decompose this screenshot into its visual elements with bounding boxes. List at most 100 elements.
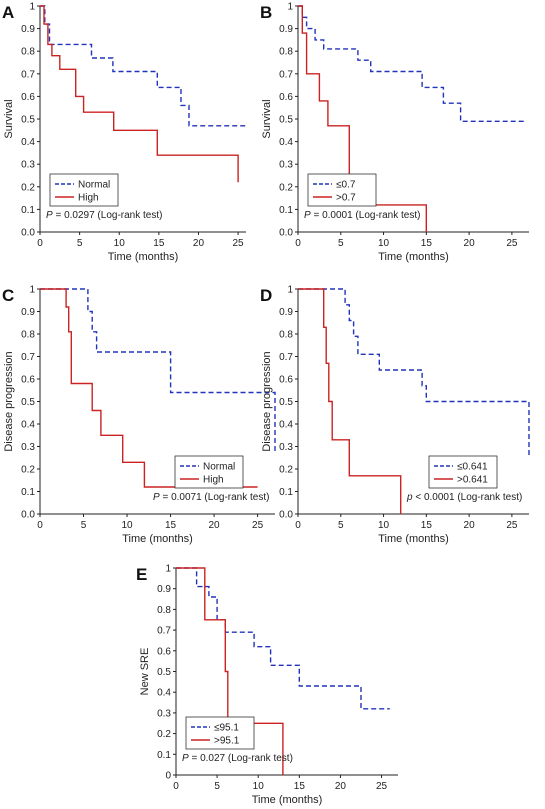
y-tick-label: 0.7 bbox=[21, 352, 35, 363]
y-axis-label: New SRE bbox=[139, 648, 151, 696]
y-tick-label: 0.7 bbox=[157, 626, 171, 637]
series-line-dashed bbox=[40, 288, 276, 454]
legend-label: >0.7 bbox=[336, 193, 356, 204]
x-tick-label: 0 bbox=[37, 238, 43, 249]
y-tick-label: 0.9 bbox=[21, 307, 35, 318]
legend-label: >95.1 bbox=[214, 736, 240, 747]
legend-label: Normal bbox=[203, 462, 235, 473]
x-tick-label: 5 bbox=[81, 520, 87, 531]
legend-label: ≤0.641 bbox=[457, 462, 488, 473]
panel-label: C bbox=[2, 286, 14, 305]
y-tick-label: 0.3 bbox=[21, 160, 35, 171]
p-value-text: P = 0.027 (Log-rank test) bbox=[182, 753, 293, 764]
y-tick-label: 0.5 bbox=[279, 397, 293, 408]
legend: Normal High bbox=[49, 173, 119, 207]
y-tick-label: 0.7 bbox=[279, 69, 293, 80]
p-value-result: = 0.0071 (Log-rank test) bbox=[160, 492, 270, 503]
y-tick-label: 0.8 bbox=[157, 605, 171, 616]
y-axis-label: Disease progression bbox=[261, 351, 273, 451]
y-tick-label: 0.1 bbox=[279, 205, 293, 216]
x-axis-label: Time (months) bbox=[378, 251, 449, 263]
y-tick-label: 1 bbox=[165, 564, 171, 575]
y-tick-label: 0.4 bbox=[279, 420, 293, 431]
y-tick-label: 0.3 bbox=[157, 708, 171, 719]
y-tick-label: 0.4 bbox=[21, 137, 35, 148]
y-tick-label: 0.5 bbox=[21, 397, 35, 408]
y-tick-label: 0.4 bbox=[157, 688, 171, 699]
x-tick-label: 15 bbox=[294, 781, 306, 792]
p-value-text: P = 0.0001 (Log-rank test) bbox=[304, 210, 420, 221]
y-tick-label: 0.7 bbox=[279, 352, 293, 363]
x-tick-label: 10 bbox=[121, 520, 133, 531]
y-tick-label: 0.2 bbox=[279, 465, 293, 476]
p-value-text: P = 0.0071 (Log-rank test) bbox=[153, 492, 269, 503]
x-tick-label: 10 bbox=[253, 781, 265, 792]
panel-label: A bbox=[2, 3, 14, 22]
legend-box bbox=[307, 173, 377, 207]
y-tick-label: 0.5 bbox=[157, 667, 171, 678]
p-value-text: p < 0.0001 (Log-rank test) bbox=[406, 492, 522, 503]
x-tick-label: 0 bbox=[295, 238, 301, 249]
y-tick-label: 0.9 bbox=[157, 584, 171, 595]
panel-c: C0.00.10.20.30.40.50.60.70.80.910 5 10 15 20… bbox=[2, 285, 276, 545]
x-tick-label: 5 bbox=[338, 520, 344, 531]
p-value-symbol: p bbox=[406, 492, 413, 503]
legend: ≤0.641 >0.641 bbox=[428, 455, 498, 489]
x-tick-label: 15 bbox=[165, 520, 177, 531]
x-tick-label: 20 bbox=[335, 781, 347, 792]
x-axis-label: Time (months) bbox=[108, 251, 179, 263]
y-tick-label: 0.1 bbox=[21, 487, 35, 498]
series-line-dashed bbox=[298, 5, 525, 122]
p-value-text: P = 0.0297 (Log-rank test) bbox=[46, 210, 162, 221]
legend-label: ≤0.7 bbox=[336, 180, 356, 191]
y-tick-label: 0.0 bbox=[279, 510, 293, 521]
y-tick-label: 0.9 bbox=[279, 307, 293, 318]
y-tick-label: 1 bbox=[287, 285, 293, 296]
legend-box bbox=[174, 455, 244, 489]
x-tick-label: 10 bbox=[378, 520, 390, 531]
p-value-result: = 0.0001 (Log-rank test) bbox=[311, 210, 421, 221]
legend: ≤95.1 >95.1 bbox=[185, 716, 255, 750]
y-tick-label: 0.2 bbox=[21, 465, 35, 476]
legend-label: >0.641 bbox=[457, 475, 488, 486]
series-line-dashed bbox=[40, 5, 246, 127]
y-tick-label: 1 bbox=[29, 285, 35, 296]
panel-label: B bbox=[260, 3, 272, 22]
x-tick-label: 15 bbox=[153, 238, 165, 249]
x-tick-label: 25 bbox=[233, 238, 245, 249]
x-tick-label: 0 bbox=[295, 520, 301, 531]
y-tick-label: 0.0 bbox=[21, 510, 35, 521]
y-tick-label: 1 bbox=[29, 2, 35, 13]
y-tick-label: 0.7 bbox=[21, 69, 35, 80]
legend-label: High bbox=[203, 475, 224, 486]
y-tick-label: 0.6 bbox=[21, 92, 35, 103]
legend-box bbox=[185, 716, 255, 750]
y-tick-label: 0.0 bbox=[21, 228, 35, 239]
x-tick-label: 25 bbox=[252, 520, 264, 531]
y-tick-label: 0.6 bbox=[279, 375, 293, 386]
p-value-result: = 0.027 (Log-rank test) bbox=[189, 753, 293, 764]
y-tick-label: 0.8 bbox=[279, 47, 293, 58]
y-tick-label: 0 bbox=[165, 771, 171, 782]
legend-box bbox=[49, 173, 119, 207]
y-tick-label: 0.1 bbox=[279, 487, 293, 498]
y-tick-label: 0.2 bbox=[279, 182, 293, 193]
x-tick-label: 5 bbox=[77, 238, 83, 249]
legend-label: High bbox=[78, 193, 99, 204]
x-tick-label: 25 bbox=[506, 238, 518, 249]
y-tick-label: 0.8 bbox=[279, 330, 293, 341]
p-value-result: < 0.0001 (Log-rank test) bbox=[413, 492, 523, 503]
x-tick-label: 10 bbox=[378, 238, 390, 249]
panel-a: A0.00.10.20.30.40.50.60.70.80.910 5 10 15 20… bbox=[2, 2, 246, 263]
y-tick-label: 0.3 bbox=[279, 442, 293, 453]
y-tick-label: 0.1 bbox=[157, 750, 171, 761]
p-value-symbol: P bbox=[182, 753, 189, 764]
y-tick-label: 0.5 bbox=[21, 115, 35, 126]
panel-label: E bbox=[136, 565, 147, 584]
y-tick-label: 0.4 bbox=[21, 420, 35, 431]
y-axis-label: Survival bbox=[3, 99, 15, 138]
p-value-symbol: P bbox=[46, 210, 53, 221]
y-tick-label: 0.8 bbox=[21, 330, 35, 341]
x-tick-label: 5 bbox=[338, 238, 344, 249]
